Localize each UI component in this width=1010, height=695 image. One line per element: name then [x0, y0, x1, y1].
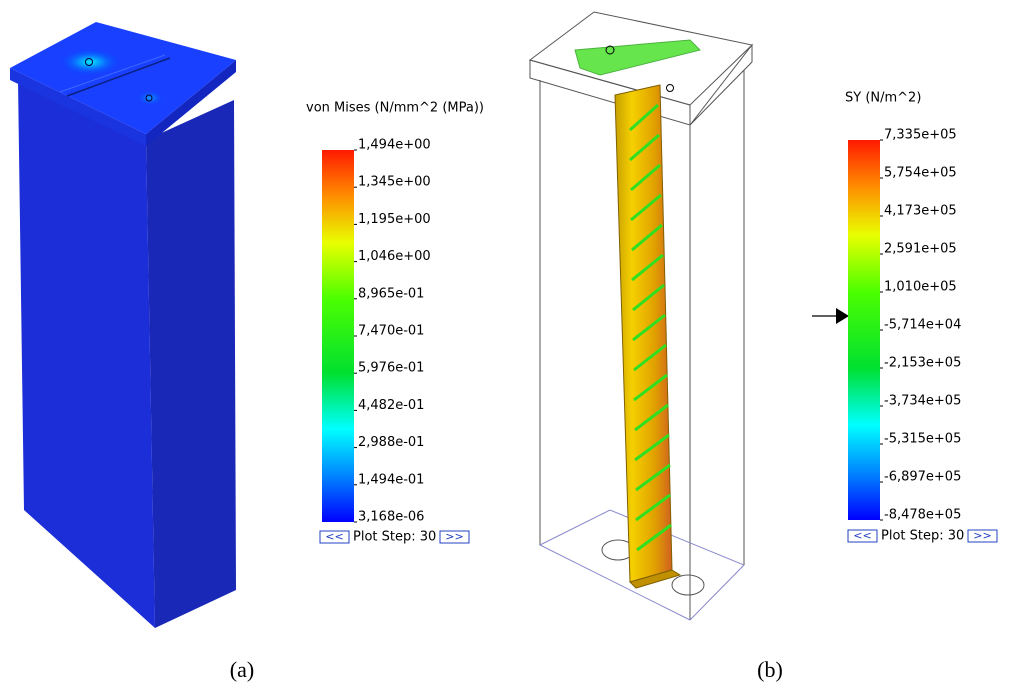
legend-label: -6,897e+05: [884, 470, 961, 485]
legend-label: 1,010e+05: [884, 280, 957, 295]
legend-label: 4,482e-01: [358, 398, 424, 413]
caption: (a): [230, 657, 254, 682]
next-button[interactable]: [967, 529, 998, 543]
color-bar: [848, 140, 880, 520]
legend-label: 8,965e-01: [358, 286, 424, 301]
next-button-label[interactable]: >>: [973, 529, 991, 542]
legend-label: 3,168e-06: [358, 510, 424, 525]
prev-button[interactable]: [319, 530, 350, 544]
color-bar: [322, 150, 354, 522]
model-a: [10, 22, 236, 628]
legend-label: -5,315e+05: [884, 432, 961, 447]
legend-label: 4,173e+05: [884, 204, 957, 219]
legend-title: von Mises (N/mm^2 (MPa)): [306, 101, 484, 116]
caption: (b): [757, 657, 783, 682]
legend-label: 1,494e+00: [358, 138, 431, 153]
legend-label: 1,345e+00: [358, 175, 431, 190]
legend-label: 7,335e+05: [884, 128, 957, 143]
legend-label: 1,195e+00: [358, 212, 431, 227]
model-b: [528, 11, 754, 621]
legend-label: -5,714e+04: [884, 318, 961, 333]
legend-label: 7,470e-01: [358, 324, 424, 339]
arrow-marker: [812, 308, 849, 324]
legend-label: -3,734e+05: [884, 394, 961, 409]
legend-label: 1,494e-01: [358, 472, 424, 487]
next-button[interactable]: [439, 530, 470, 544]
legend-label: -2,153e+05: [884, 356, 961, 371]
legend-label: 2,591e+05: [884, 242, 957, 257]
legend-label: 5,976e-01: [358, 361, 424, 376]
prev-button[interactable]: [847, 529, 878, 543]
legend-label: 5,754e+05: [884, 166, 957, 181]
legend-label: 1,046e+00: [358, 249, 431, 264]
legend-label: -8,478e+05: [884, 508, 961, 523]
prev-button-label[interactable]: <<: [853, 529, 871, 542]
legend-title: SY (N/m^2): [845, 91, 921, 106]
plot-step: Plot Step: 30: [353, 530, 436, 545]
legend-label: 2,988e-01: [358, 435, 424, 450]
prev-button-label[interactable]: <<: [325, 530, 343, 543]
plot-step: Plot Step: 30: [881, 529, 964, 544]
next-button-label[interactable]: >>: [445, 530, 463, 543]
